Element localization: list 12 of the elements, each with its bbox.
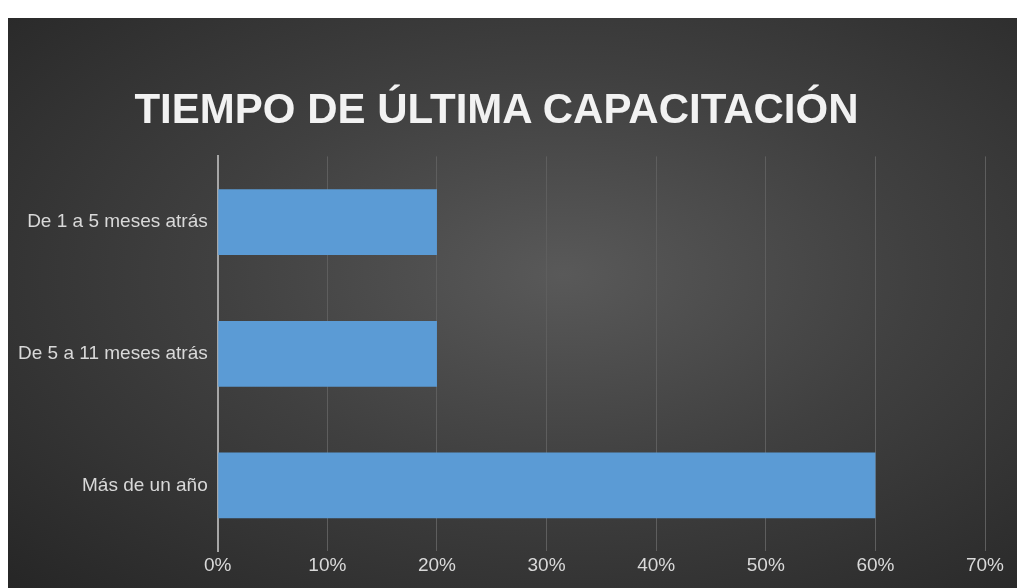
x-tick-label: 50% xyxy=(746,553,785,575)
y-tick-label: Más de un año xyxy=(82,473,208,495)
x-tick-label: 10% xyxy=(308,553,347,575)
y-tick-label: De 1 a 5 meses atrás xyxy=(27,210,208,232)
x-tick-label: 20% xyxy=(417,553,457,575)
x-tick-label: 70% xyxy=(965,553,1005,575)
x-tick-label: 40% xyxy=(637,553,676,575)
x-tick-label: 30% xyxy=(527,553,566,575)
y-tick-label: De 5 a 11 meses atrás xyxy=(17,342,208,364)
x-tick-label: 60% xyxy=(856,553,895,575)
x-tick-label: 0% xyxy=(204,553,232,575)
chart-title: TIEMPO DE ÚLTIMA CAPACITACIÓN xyxy=(134,83,859,132)
